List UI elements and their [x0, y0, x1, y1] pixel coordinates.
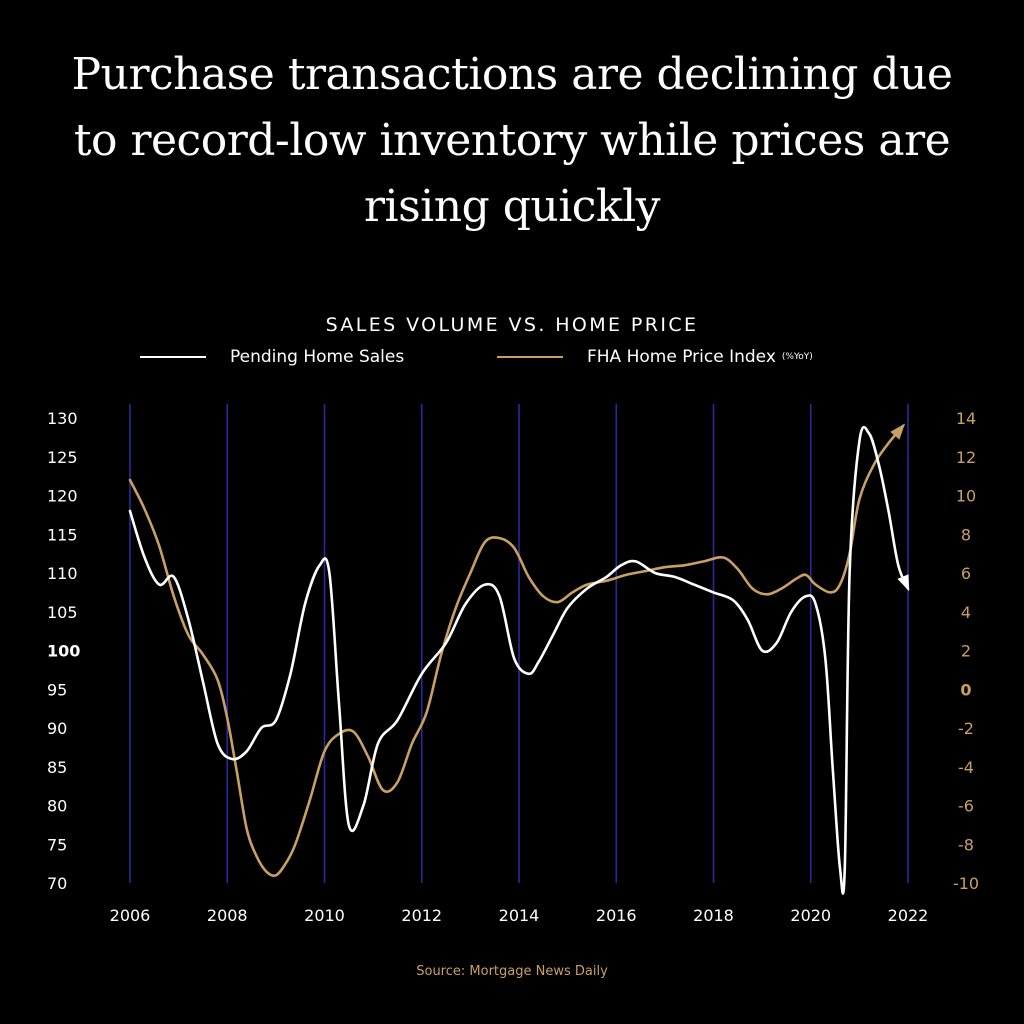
legend-label: Pending Home Sales	[230, 347, 405, 367]
left-tick-label: 100	[47, 642, 80, 661]
left-tick-label: 80	[47, 797, 67, 816]
x-tick-label: 2008	[207, 906, 248, 925]
right-tick-label: 0	[960, 680, 971, 699]
legend-label: FHA Home Price Index	[587, 347, 776, 367]
left-tick-label: 125	[47, 448, 78, 467]
series-lines	[128, 423, 910, 895]
right-tick-label: 10	[956, 487, 976, 506]
left-tick-label: 95	[47, 680, 67, 699]
x-tick-label: 2006	[110, 906, 151, 925]
left-tick-label: 120	[47, 487, 78, 506]
x-tick-label: 2014	[499, 906, 540, 925]
left-tick-label: 105	[47, 603, 78, 622]
series-line-pending-home-sales	[128, 425, 910, 895]
left-tick-label: 85	[47, 758, 67, 777]
right-tick-label: -6	[958, 797, 974, 816]
left-tick-label: 115	[47, 525, 78, 544]
left-tick-label: 130	[47, 409, 78, 428]
left-axis-ticks: 130 125 120 115 110 105 100 95 90 85 80 75 70	[47, 409, 80, 893]
x-tick-label: 2022	[888, 906, 929, 925]
x-tick-label: 2018	[693, 906, 734, 925]
right-tick-label: 8	[961, 525, 971, 544]
arrowhead-pending-home-sales	[897, 574, 910, 592]
legend-item-fha-home-price-index: FHA Home Price Index (%YoY)	[497, 347, 813, 367]
headline-line-3: rising quickly	[363, 181, 661, 232]
x-tick-label: 2010	[304, 906, 345, 925]
legend-swatch-gold	[497, 356, 563, 358]
right-tick-label: -8	[958, 835, 974, 854]
headline-line-1: Purchase transactions are declining due	[71, 49, 953, 100]
x-tick-label: 2012	[401, 906, 442, 925]
legend-item-pending-home-sales: Pending Home Sales	[140, 347, 404, 367]
arrowhead-fha-home-price-index	[890, 423, 906, 440]
legend-note: (%YoY)	[781, 352, 813, 362]
x-axis-ticks: 2006 2008 2010 2012 2014 2016 2018 2020 2022	[110, 906, 929, 925]
right-axis-ticks: 14 12 10 8 6 4 2 0 -2 -4 -6 -8 -10	[953, 409, 979, 893]
source-note: Source: Mortgage News Daily	[416, 964, 608, 979]
left-tick-label: 75	[47, 835, 67, 854]
right-tick-label: -2	[958, 719, 974, 738]
x-tick-label: 2016	[596, 906, 637, 925]
right-tick-label: 4	[961, 603, 971, 622]
right-tick-label: 14	[956, 409, 976, 428]
series-line-fha-home-price-index	[128, 424, 905, 877]
chart-headline: Purchase transactions are declining due …	[0, 42, 1024, 240]
right-tick-label: 6	[961, 564, 971, 583]
left-tick-label: 110	[47, 564, 78, 583]
left-tick-label: 90	[47, 719, 67, 738]
chart-legend: Pending Home Sales FHA Home Price Index …	[0, 347, 1024, 373]
chart-title: SALES VOLUME VS. HOME PRICE	[325, 314, 699, 336]
headline-line-2: to record-low inventory while prices are	[73, 115, 951, 166]
right-tick-label: 2	[961, 642, 971, 661]
right-tick-label: 12	[956, 448, 976, 467]
x-tick-label: 2020	[790, 906, 831, 925]
right-tick-label: -4	[958, 758, 974, 777]
gridlines	[129, 404, 909, 883]
right-tick-label: -10	[953, 874, 979, 893]
left-tick-label: 70	[47, 874, 67, 893]
legend-swatch-white	[140, 356, 206, 358]
